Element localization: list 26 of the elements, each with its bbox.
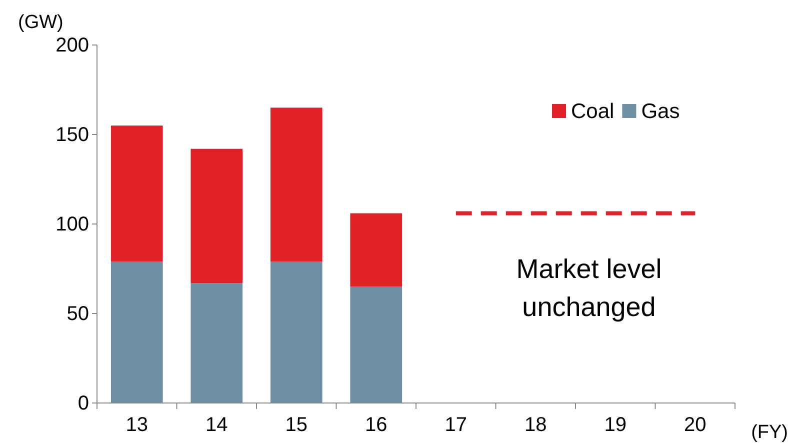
bar [350,286,402,403]
legend-label: Gas [641,100,680,123]
x-tick-label: 20 [684,414,706,436]
bar [270,262,322,403]
x-tick-label: 13 [126,414,148,436]
y-tick-label: 200 [56,34,89,56]
bar [110,126,163,262]
x-tick-label: 18 [524,414,547,436]
x-tick-label: 19 [604,414,626,436]
bar [190,148,243,284]
y-tick-label: 100 [56,213,89,236]
y-axis-title: (GW) [18,12,64,33]
bar [270,108,322,262]
y-tick-label: 150 [56,124,89,146]
x-tick-label: 17 [444,414,467,436]
x-tick-label: 15 [285,414,308,436]
annotation: Market level unchanged [516,254,662,322]
x-tick-label: 16 [365,414,388,436]
bar [190,283,243,403]
legend-label: Coal [571,100,614,123]
bar [350,213,402,287]
y-tick-label: 50 [66,302,89,325]
y-tick-label: 0 [78,392,89,414]
bar [110,262,163,403]
x-tick-label: 14 [206,414,228,436]
x-axis-title: (FY) [751,422,788,443]
